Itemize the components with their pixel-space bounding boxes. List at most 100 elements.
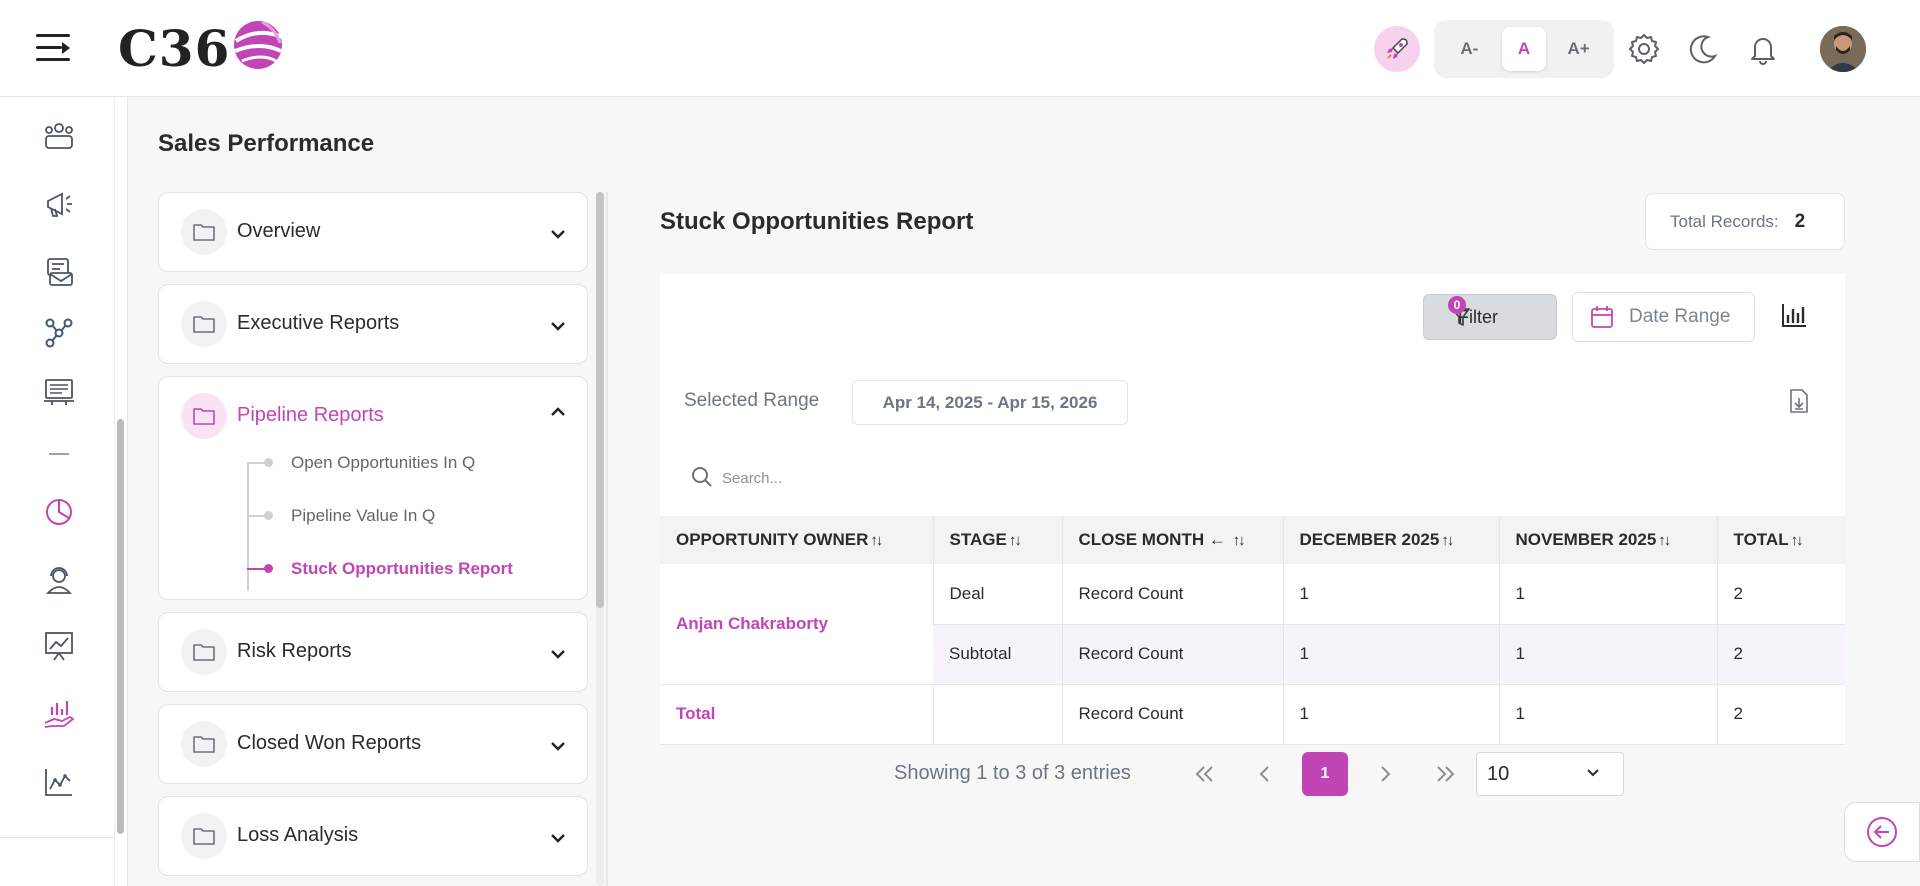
bar-chart-icon[interactable]: [1780, 301, 1808, 329]
chevron-left-icon: [1259, 766, 1269, 782]
chevron-down-icon[interactable]: [547, 315, 569, 337]
first-page-button[interactable]: [1182, 752, 1228, 796]
accordion-header[interactable]: Closed Won Reports: [159, 705, 588, 783]
accordion-label: Executive Reports: [237, 312, 400, 334]
last-page-button[interactable]: [1422, 752, 1468, 796]
growth-hand-icon[interactable]: [42, 697, 76, 731]
tree-branch: [247, 515, 267, 517]
subitem-label: Open Opportunities In Q: [291, 453, 476, 472]
accordion-header[interactable]: Pipeline Reports: [159, 377, 588, 455]
chevron-down-icon[interactable]: [547, 827, 569, 849]
chevron-down-icon[interactable]: [547, 223, 569, 245]
icon-sidebar: [0, 97, 128, 886]
date-range-label: Date Range: [1629, 306, 1731, 327]
chevron-down-icon[interactable]: [547, 735, 569, 757]
double-chevron-right-icon: [1437, 766, 1455, 782]
date-range-button[interactable]: Date Range: [1572, 292, 1755, 342]
font-default-button[interactable]: A: [1501, 27, 1546, 71]
december-cell: 1: [1282, 564, 1499, 625]
next-page-button[interactable]: [1362, 752, 1408, 796]
col-header-november-2025[interactable]: NOVEMBER 2025 ↑↓: [1498, 516, 1717, 564]
accordion-executive-reports[interactable]: Executive Reports: [158, 284, 588, 364]
chevron-down-icon[interactable]: [547, 643, 569, 665]
chevron-right-icon: [1381, 766, 1391, 782]
chevron-down-icon: [1587, 769, 1599, 777]
font-size-controls: A- A A+: [1434, 20, 1614, 78]
subitem-open-opportunities[interactable]: Open Opportunities In Q: [159, 443, 588, 483]
accordion-header[interactable]: Loss Analysis: [159, 797, 588, 875]
accordion-risk-reports[interactable]: Risk Reports: [158, 612, 588, 692]
font-increase-button[interactable]: A+: [1567, 39, 1590, 58]
subitem-label: Pipeline Value In Q: [291, 506, 436, 525]
col-header-total[interactable]: TOTAL ↑↓: [1716, 516, 1845, 564]
arrow-left-circle-icon: [1867, 817, 1897, 847]
accordion-pipeline-reports[interactable]: Pipeline Reports Open Opportunities In Q…: [158, 376, 588, 600]
total-records-label: Total Records:: [1670, 211, 1779, 231]
export-file-icon[interactable]: [1788, 388, 1810, 414]
filter-button[interactable]: Filter: [1423, 294, 1557, 340]
report-category-list: Overview Executive Reports Pipeline Repo…: [158, 192, 588, 886]
divider-dash-icon: [49, 453, 69, 455]
report-table: OPPORTUNITY OWNER ↑↓ STAGE ↑↓ CLOSE MONTH …: [660, 516, 1845, 745]
accordion-header[interactable]: Risk Reports: [159, 613, 588, 691]
user-avatar[interactable]: [1820, 26, 1866, 72]
board-chart-icon[interactable]: [42, 629, 76, 663]
pagination-summary: Showing 1 to 3 of 3 entries: [894, 762, 1131, 784]
page-1-button[interactable]: 1: [1302, 752, 1348, 796]
col-header-december-2025[interactable]: DECEMBER 2025 ↑↓: [1282, 516, 1499, 564]
folder-icon: [181, 393, 227, 439]
logo-text: C36: [118, 18, 231, 78]
tree-dot: [264, 458, 273, 467]
sidebar-scroll-track: [114, 97, 115, 886]
mail-list-icon[interactable]: [42, 255, 76, 289]
folder-icon: [181, 813, 227, 859]
moon-icon[interactable]: [1686, 32, 1720, 66]
owner-cell: Total: [660, 684, 933, 745]
subitem-stuck-opportunities[interactable]: Stuck Opportunities Report: [159, 549, 588, 589]
menu-toggle-icon[interactable]: [36, 34, 70, 62]
accordion-closed-won-reports[interactable]: Closed Won Reports: [158, 704, 588, 784]
accordion-overview[interactable]: Overview: [158, 192, 588, 272]
subitem-pipeline-value[interactable]: Pipeline Value In Q: [159, 496, 588, 536]
accordion-header[interactable]: Executive Reports: [159, 285, 588, 363]
table-header-row: OPPORTUNITY OWNER ↑↓ STAGE ↑↓ CLOSE MONTH …: [660, 516, 1845, 564]
filter-count-badge: 0: [1448, 296, 1466, 314]
app-logo[interactable]: C36: [118, 18, 284, 78]
stage-cell: [932, 684, 1062, 745]
sidebar-scrollbar[interactable]: [117, 419, 124, 834]
december-cell: 1: [1282, 624, 1499, 685]
col-header-stage[interactable]: STAGE ↑↓: [932, 516, 1062, 564]
accordion-label: Loss Analysis: [237, 824, 359, 846]
bell-icon[interactable]: [1746, 32, 1780, 66]
col-header-close-month[interactable]: CLOSE MONTH ← ↑↓: [1061, 516, 1283, 564]
accordion-scrollbar[interactable]: [596, 192, 604, 608]
page-size-select[interactable]: 10: [1476, 752, 1624, 796]
font-decrease-button[interactable]: A-: [1460, 39, 1479, 58]
accordion-loss-analysis[interactable]: Loss Analysis: [158, 796, 588, 876]
col-header-owner[interactable]: OPPORTUNITY OWNER ↑↓: [660, 516, 933, 564]
presentation-icon[interactable]: [42, 375, 76, 409]
rocket-icon[interactable]: [1374, 26, 1420, 72]
tree-dot: [264, 564, 273, 573]
support-agent-icon[interactable]: [42, 563, 76, 597]
total-records-box: Total Records: 2: [1645, 193, 1845, 250]
accordion-label: Pipeline Reports: [237, 404, 384, 426]
prev-page-button[interactable]: [1242, 752, 1288, 796]
owner-cell[interactable]: Anjan Chakraborty: [660, 564, 933, 685]
megaphone-icon[interactable]: [42, 187, 76, 221]
total-records-value: 2: [1794, 210, 1806, 232]
search-input[interactable]: [722, 462, 1122, 494]
grand-total-label: Total: [676, 704, 716, 723]
owner-link[interactable]: Anjan Chakraborty: [676, 613, 829, 633]
chevron-up-icon[interactable]: [547, 401, 569, 423]
back-button[interactable]: [1844, 802, 1920, 862]
network-icon[interactable]: [42, 315, 76, 349]
team-icon[interactable]: [42, 119, 76, 153]
table-row: Anjan Chakraborty Deal Record Count 1 1 …: [660, 564, 1845, 685]
line-chart-icon[interactable]: [42, 765, 76, 799]
table-row-subtotal: Subtotal Record Count 1 1 2: [660, 624, 1845, 685]
pie-chart-icon[interactable]: [42, 495, 76, 529]
accordion-header[interactable]: Overview: [159, 193, 588, 271]
gear-icon[interactable]: [1627, 32, 1661, 66]
stage-cell: Deal: [932, 564, 1062, 625]
